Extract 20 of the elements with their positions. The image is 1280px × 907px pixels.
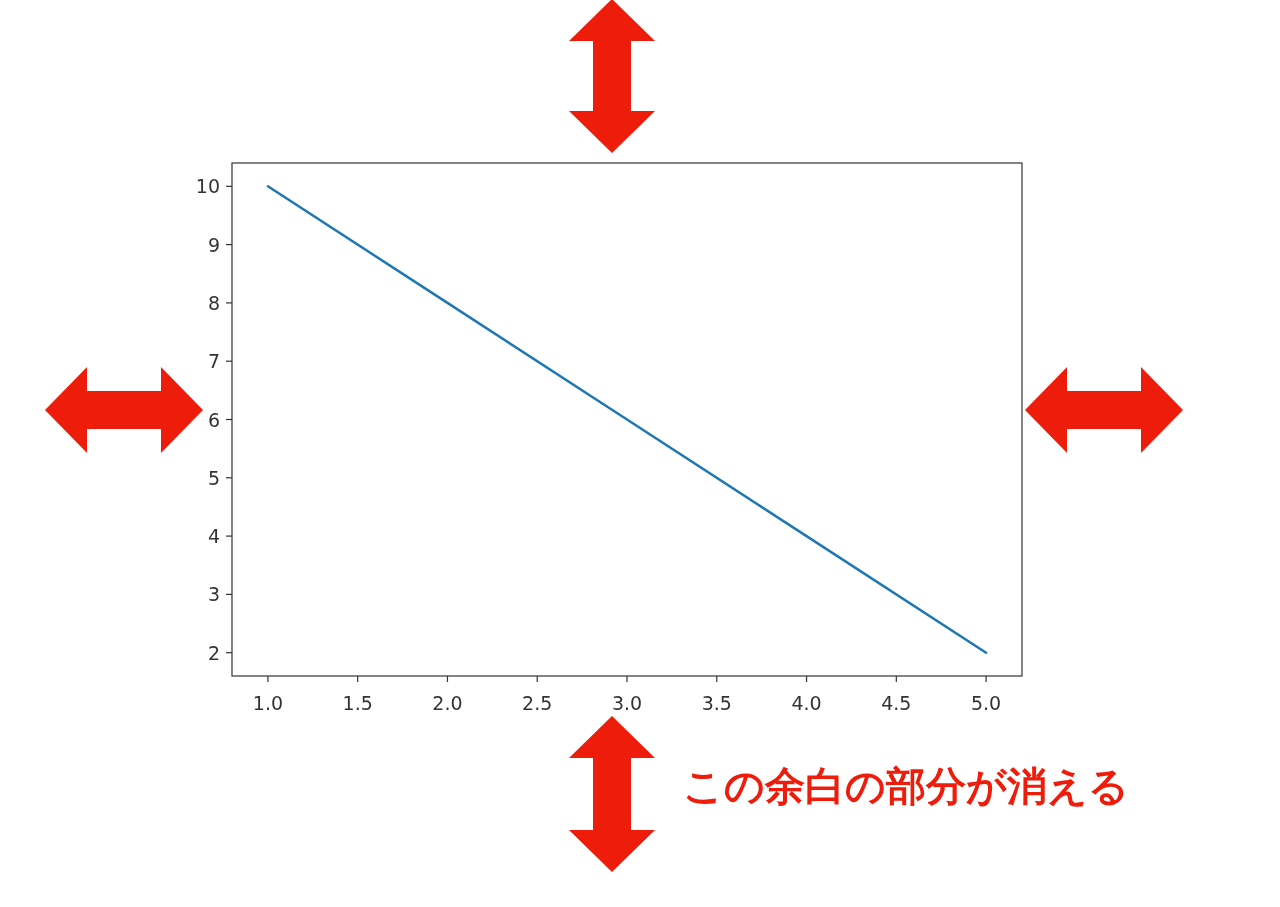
- y-tick-label: 10: [195, 175, 220, 198]
- x-tick-label: 2.0: [432, 692, 463, 714]
- y-tick-label: 8: [207, 291, 220, 314]
- y-tick-label: 3: [207, 583, 220, 606]
- y-tick-label: 7: [207, 350, 220, 373]
- x-tick-label: 3.5: [701, 692, 732, 714]
- y-tick-label: 5: [207, 466, 220, 489]
- x-tick-label: 4.5: [881, 692, 912, 714]
- y-tick-label: 9: [207, 233, 220, 256]
- x-tick-label: 5.0: [970, 692, 1002, 714]
- y-tick-label: 6: [207, 408, 220, 431]
- x-tick-label: 3.0: [611, 692, 643, 714]
- text: この余白の部分が消える: [683, 763, 1129, 809]
- x-tick-label: 2.5: [522, 692, 553, 714]
- x-tick-label: 1.5: [342, 692, 373, 714]
- y-tick-label: 2: [207, 641, 220, 664]
- x-tick-label: 4.0: [791, 692, 822, 714]
- line-series: [266, 185, 988, 654]
- y-tick-label: 4: [207, 525, 220, 548]
- x-tick-label: 1.0: [252, 692, 284, 714]
